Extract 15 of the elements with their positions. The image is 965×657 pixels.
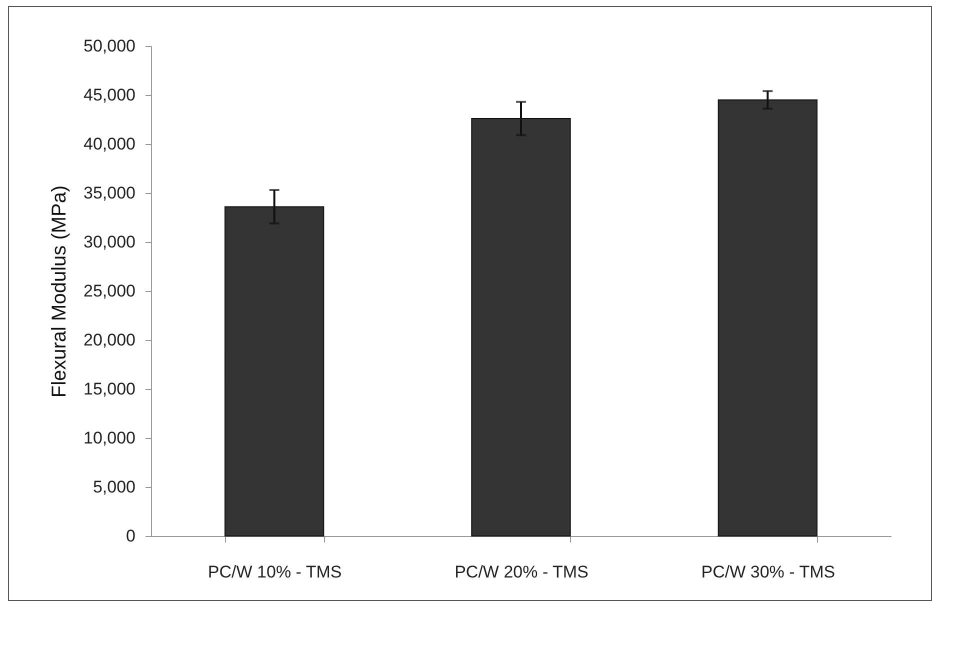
- y-tick-label: 15,000: [84, 380, 136, 398]
- y-tick-label: 35,000: [84, 184, 136, 202]
- y-tick-label: 30,000: [84, 232, 136, 252]
- x-tick-label: PC/W 10% - TMS: [208, 562, 342, 582]
- y-tick-label: 0: [126, 526, 136, 546]
- x-tick-label: PC/W 20% - TMS: [454, 562, 588, 582]
- y-tick-label: 50,000: [84, 36, 136, 56]
- y-axis-title: Flexural Modulus (MPa): [48, 185, 71, 398]
- y-tick-label: 20,000: [84, 330, 136, 350]
- y-tick-label: 5,000: [92, 478, 136, 496]
- y-tick-label: 40,000: [84, 134, 136, 154]
- y-tick-label: 25,000: [84, 282, 136, 300]
- y-tick-label: 10,000: [84, 428, 136, 448]
- x-tick-label: PC/W 30% - TMS: [701, 562, 836, 582]
- y-tick-label: 45,000: [84, 86, 136, 104]
